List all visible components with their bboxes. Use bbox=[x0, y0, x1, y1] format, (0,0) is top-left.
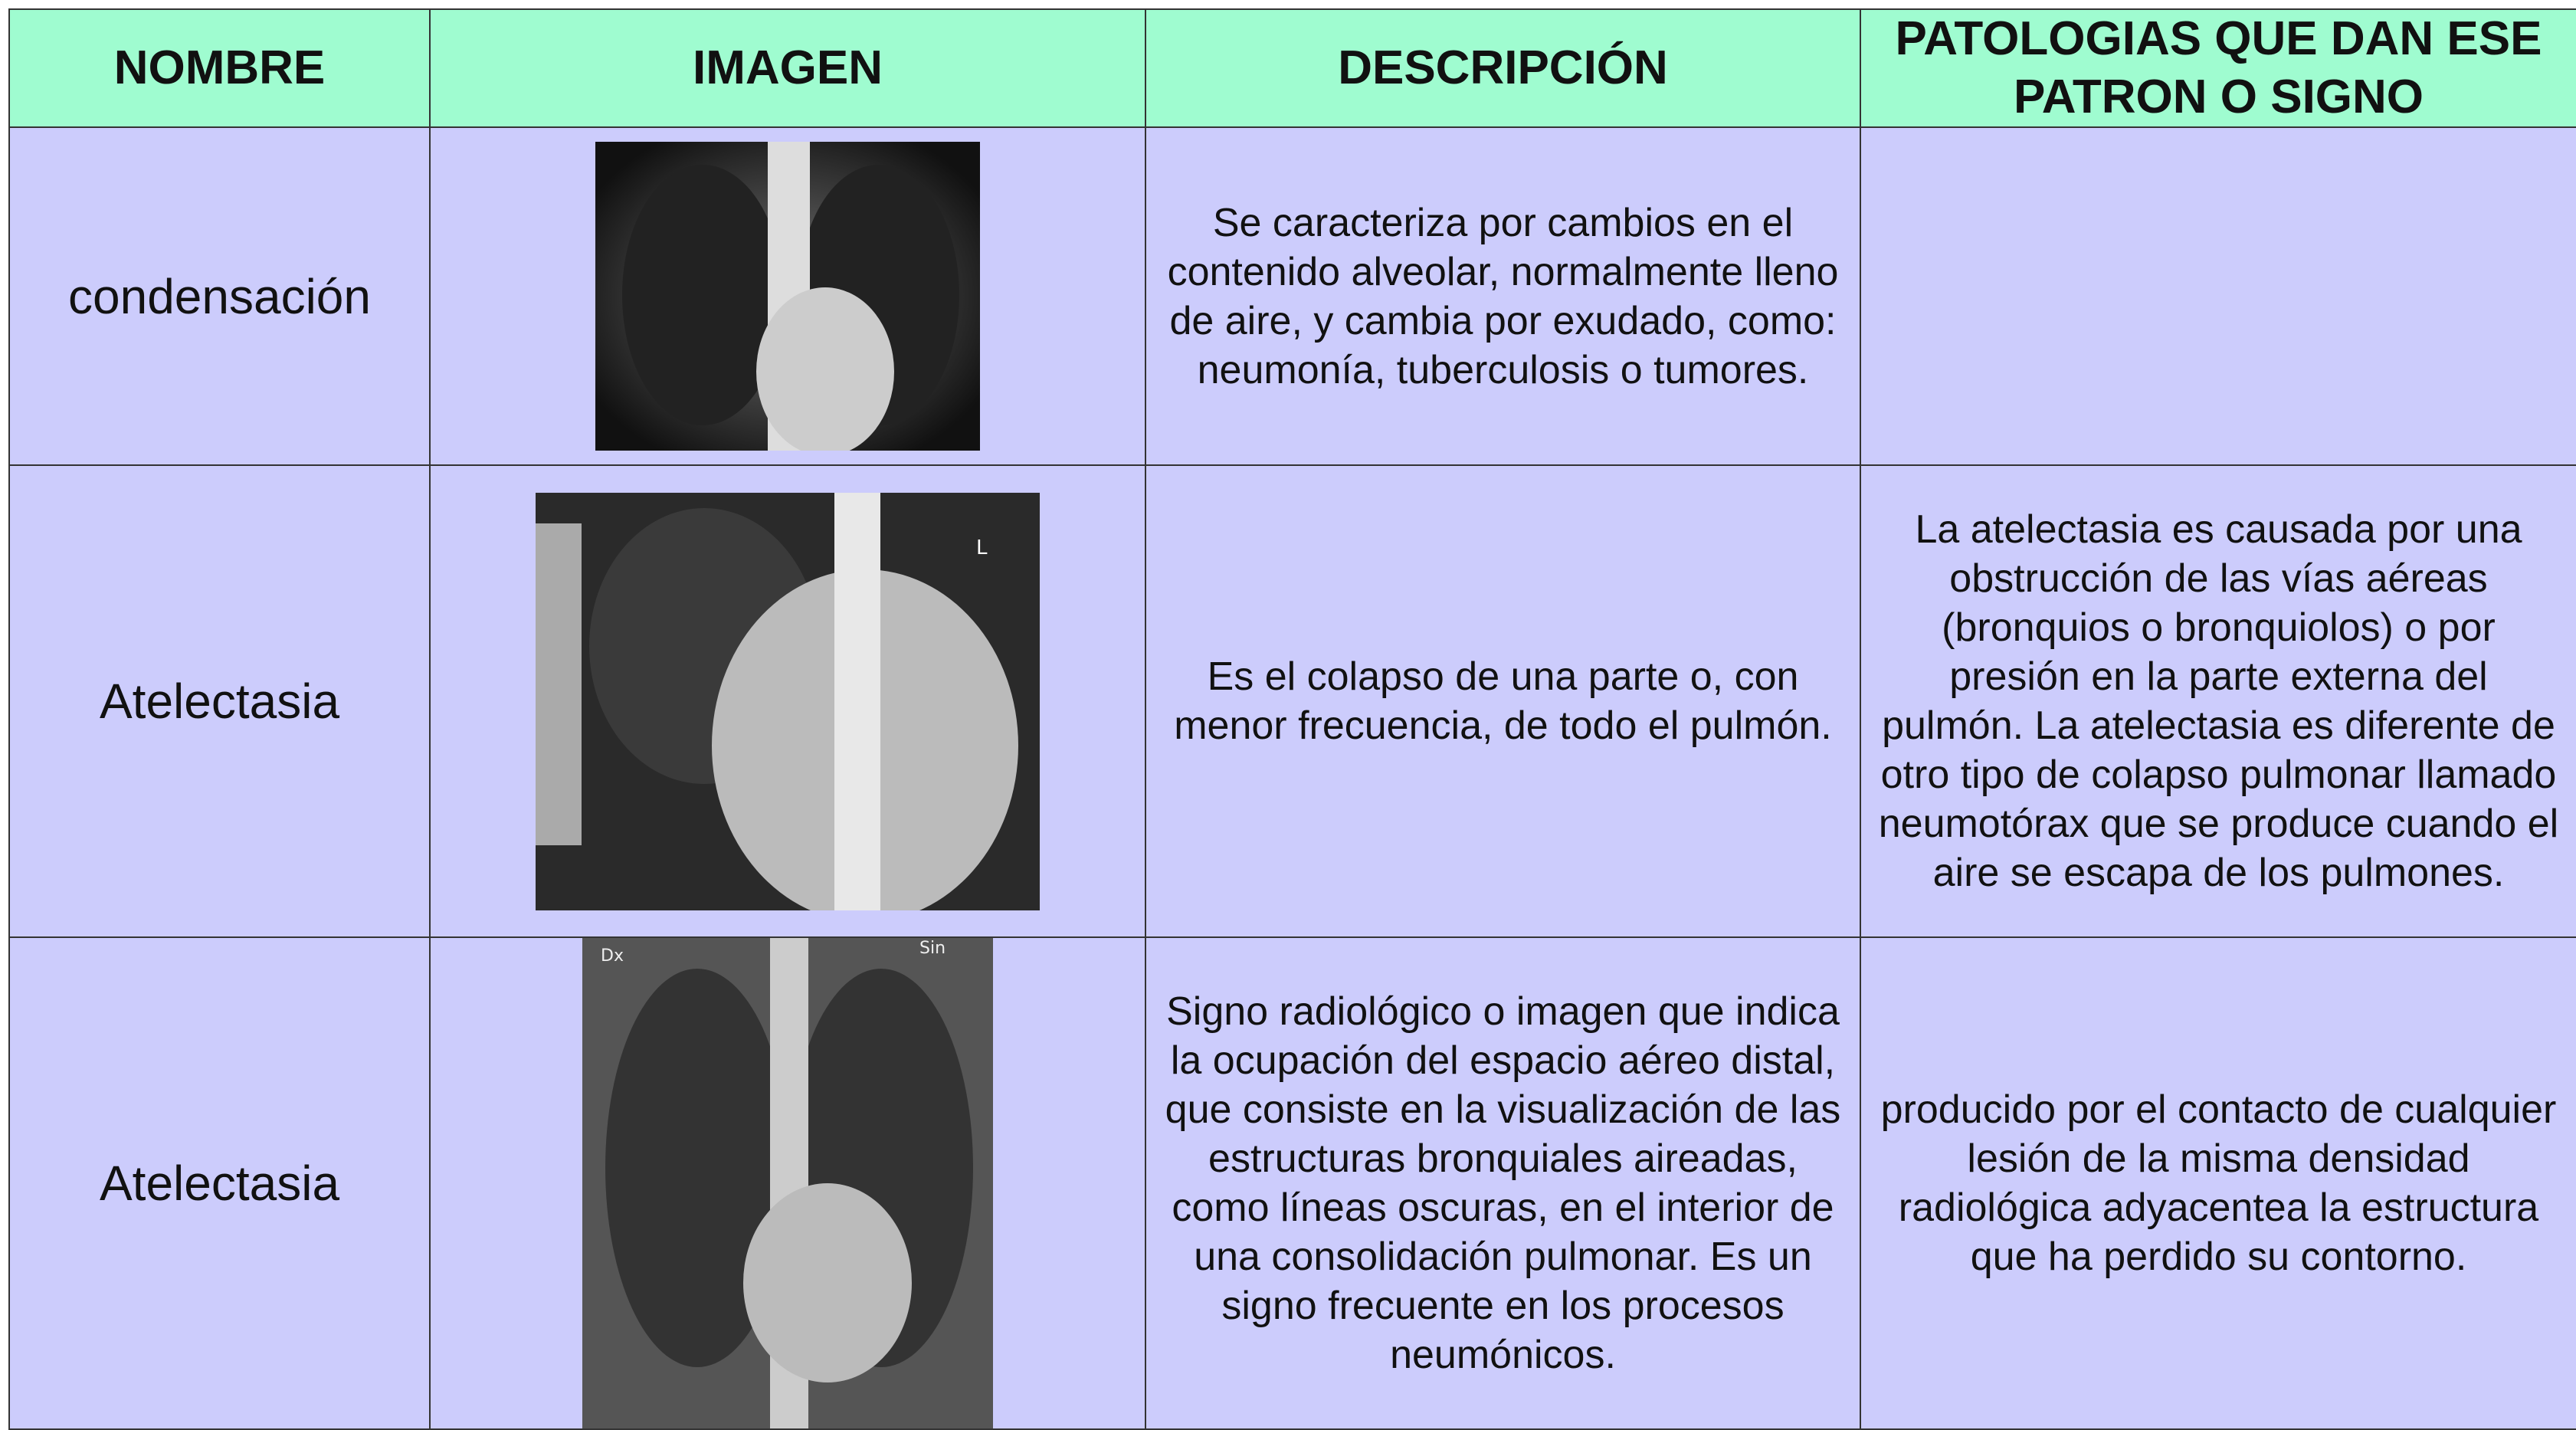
name-cell: Atelectasia bbox=[8, 936, 431, 1430]
xray-image: Dx Sin bbox=[582, 939, 993, 1428]
name-cell: condensación bbox=[8, 126, 431, 466]
row: Atelectasia Dx Sin Signo radiológico o i… bbox=[8, 936, 2576, 1430]
name-cell: Atelectasia bbox=[8, 464, 431, 938]
header-cell: PATOLOGIAS QUE DAN ESE PATRON O SIGNO bbox=[1860, 8, 2576, 128]
image-label: Dx bbox=[601, 946, 624, 966]
description-cell: Es el colapso de una parte o, con menor … bbox=[1145, 464, 1861, 938]
image-cell bbox=[429, 126, 1146, 466]
image-cell: L bbox=[429, 464, 1146, 938]
table: NOMBRE IMAGEN DESCRIPCIÓN PATOLOGIAS QUE… bbox=[8, 8, 2576, 1430]
description-cell: Se caracteriza por cambios en el conteni… bbox=[1145, 126, 1861, 466]
pathologies-cell: La atelectasia es causada por una obstru… bbox=[1860, 464, 2576, 938]
description-cell: Signo radiológico o imagen que indica la… bbox=[1145, 936, 1861, 1430]
row: condensación Se caracteriza por cambios … bbox=[8, 126, 2576, 466]
xray-image: L bbox=[536, 492, 1040, 910]
header-cell: IMAGEN bbox=[429, 8, 1146, 128]
image-label: Sin bbox=[919, 939, 946, 958]
header-row: NOMBRE IMAGEN DESCRIPCIÓN PATOLOGIAS QUE… bbox=[8, 8, 2576, 128]
header-cell: DESCRIPCIÓN bbox=[1145, 8, 1861, 128]
row: Atelectasia L Es el colapso de una parte… bbox=[8, 464, 2576, 938]
pathologies-cell bbox=[1860, 126, 2576, 466]
header-cell: NOMBRE bbox=[8, 8, 431, 128]
pathologies-cell: producido por el contacto de cualquier l… bbox=[1860, 936, 2576, 1430]
image-label: L bbox=[976, 536, 988, 559]
xray-image bbox=[595, 142, 980, 451]
image-cell: Dx Sin bbox=[429, 936, 1146, 1430]
